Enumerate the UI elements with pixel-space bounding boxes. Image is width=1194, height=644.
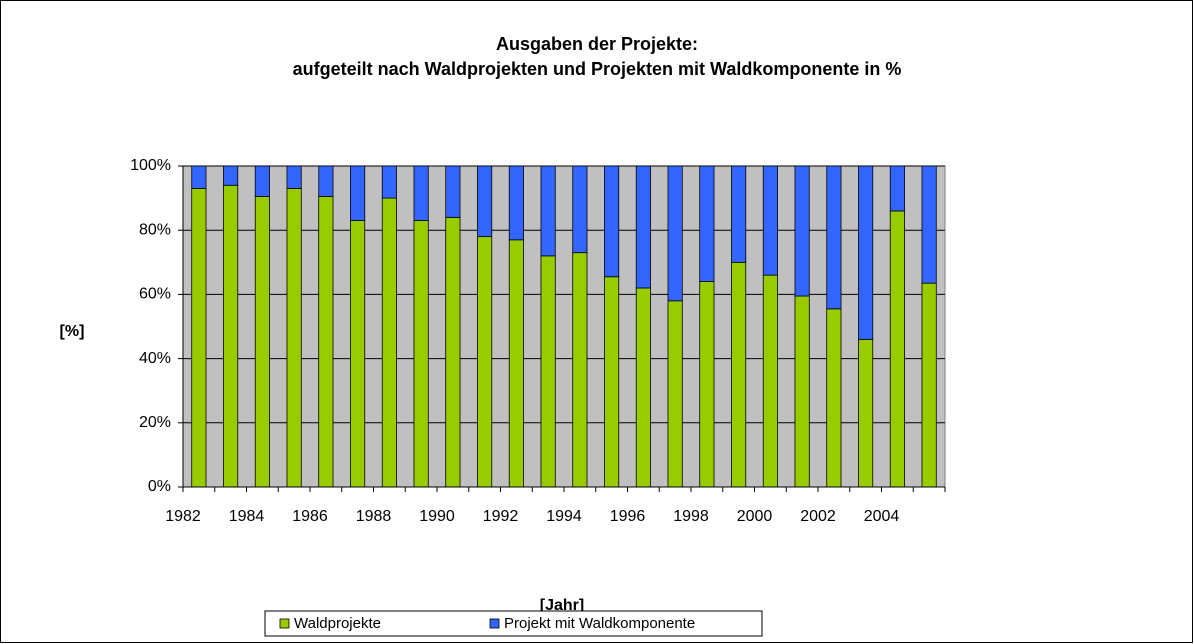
bar-segment xyxy=(413,220,429,488)
bar-segment xyxy=(350,220,366,488)
bar-segment xyxy=(223,165,239,186)
bar-segment xyxy=(794,295,810,488)
x-tick-label: 1998 xyxy=(673,508,709,525)
bar-segment xyxy=(604,165,620,278)
x-tick-label: 1986 xyxy=(292,508,328,525)
bar-segment xyxy=(635,165,651,289)
x-tick-label: 1994 xyxy=(546,508,582,525)
bar-segment xyxy=(762,165,778,276)
bar-segment xyxy=(286,188,302,488)
bar-segment xyxy=(445,165,461,218)
y-tick-label: 100% xyxy=(130,157,171,174)
bar-segment xyxy=(477,165,493,238)
bar-segment xyxy=(508,239,524,488)
x-tick-label: 1984 xyxy=(229,508,265,525)
x-tick-label: 2004 xyxy=(864,508,900,525)
x-tick-label: 1996 xyxy=(610,508,646,525)
bar-segment xyxy=(921,165,937,284)
y-tick-label: 40% xyxy=(139,350,171,367)
x-tick-label: 1988 xyxy=(356,508,392,525)
legend-swatch xyxy=(279,618,290,629)
bar-segment xyxy=(286,165,302,189)
bar-segment xyxy=(889,210,905,488)
bar-segment xyxy=(445,216,461,488)
bar-segment xyxy=(699,281,715,488)
bar-segment xyxy=(223,184,239,488)
bar-segment xyxy=(826,308,842,488)
bar-segment xyxy=(508,165,524,241)
bar-segment xyxy=(381,165,397,199)
y-axis-label: [%] xyxy=(60,323,85,340)
y-tick-label: 60% xyxy=(139,286,171,303)
bar-segment xyxy=(667,165,683,302)
bar-segment xyxy=(477,236,493,488)
bar-segment xyxy=(254,196,270,488)
bar-segment xyxy=(413,165,429,221)
bar-segment xyxy=(540,255,556,488)
bar-segment xyxy=(350,165,366,221)
x-axis-label: [Jahr] xyxy=(540,597,584,614)
bar-segment xyxy=(858,338,874,488)
plot-area xyxy=(182,165,946,488)
y-tick-label: 80% xyxy=(139,221,171,238)
bar-segment xyxy=(572,252,588,488)
bar-segment xyxy=(254,165,270,197)
x-tick-label: 1992 xyxy=(483,508,519,525)
chart-subtitle: aufgeteilt nach Waldprojekten und Projek… xyxy=(293,59,902,79)
bar-segment xyxy=(889,165,905,212)
x-tick-label: 1990 xyxy=(419,508,455,525)
bar-segment xyxy=(858,165,874,340)
legend-label: Projekt mit Waldkomponente xyxy=(504,615,695,632)
bar-segment xyxy=(667,300,683,488)
bar-segment xyxy=(572,165,588,254)
bar-segment xyxy=(731,165,747,263)
legend-swatch xyxy=(489,618,500,629)
x-tick-label: 2002 xyxy=(800,508,836,525)
x-tick-label: 1982 xyxy=(165,508,201,525)
y-tick-label: 0% xyxy=(148,478,171,495)
bar-segment xyxy=(540,165,556,257)
bar-segment xyxy=(191,188,207,488)
bar-segment xyxy=(191,165,207,189)
bar-segment xyxy=(762,274,778,488)
bar-segment xyxy=(921,282,937,488)
bar-segment xyxy=(826,165,842,310)
bar-segment xyxy=(731,261,747,488)
legend-box xyxy=(264,610,763,637)
bar-segment xyxy=(794,165,810,297)
bar-segment xyxy=(318,165,334,197)
legend-label: Waldprojekte xyxy=(294,615,381,632)
y-tick-label: 20% xyxy=(139,414,171,431)
bar-segment xyxy=(318,196,334,488)
x-tick-label: 2000 xyxy=(737,508,773,525)
bar-segment xyxy=(699,165,715,282)
bar-segment xyxy=(604,276,620,488)
bar-segment xyxy=(635,287,651,488)
bar-segment xyxy=(381,197,397,488)
chart-title: Ausgaben der Projekte: xyxy=(496,34,698,54)
